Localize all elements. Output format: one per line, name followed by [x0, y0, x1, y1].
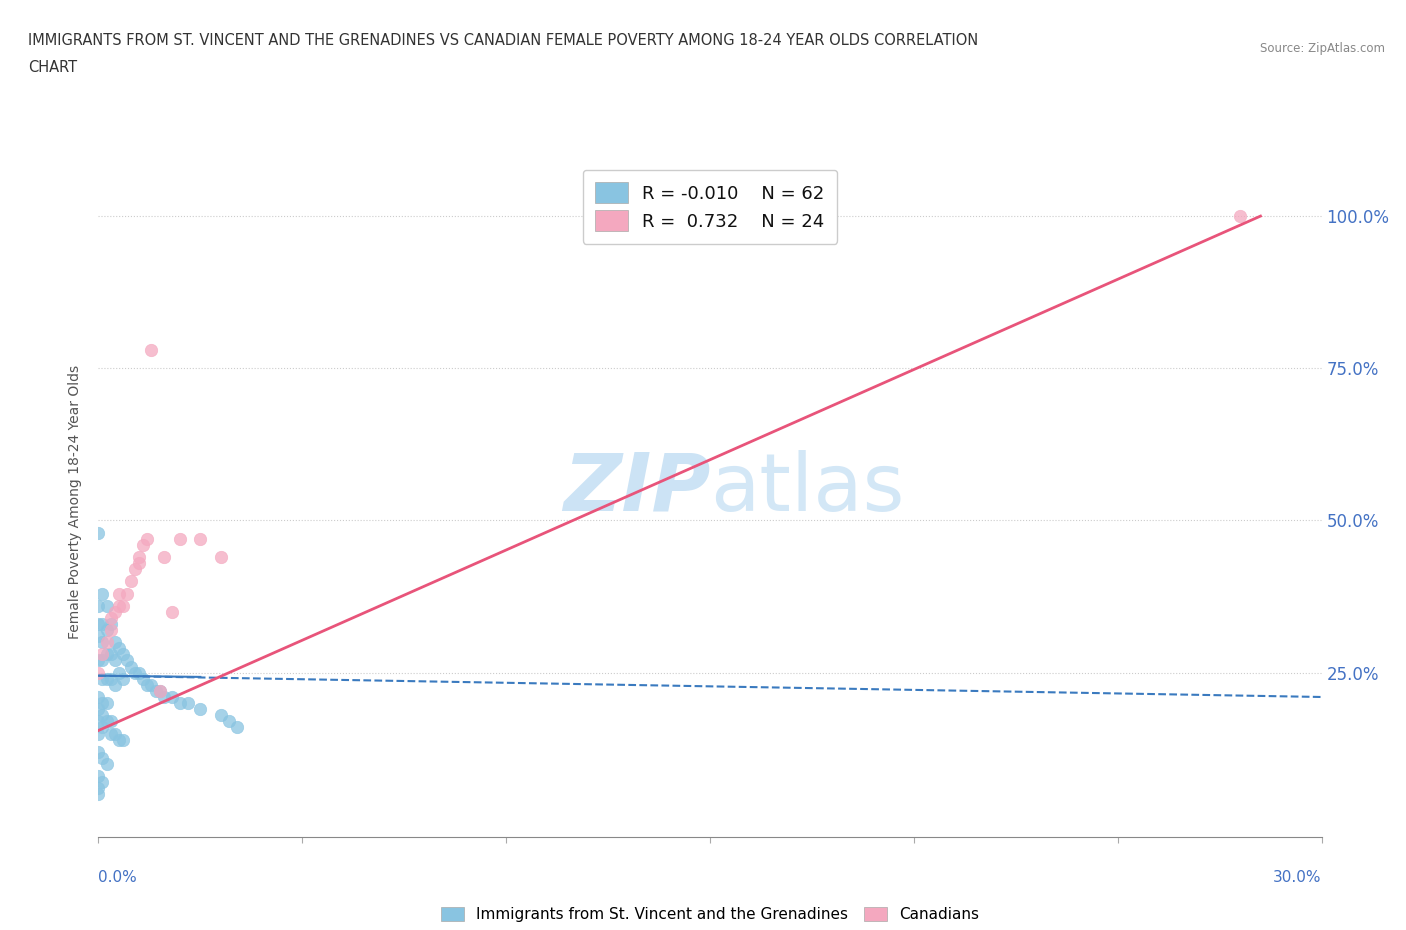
Text: atlas: atlas — [710, 450, 904, 528]
Point — [136, 677, 159, 692]
Point — [160, 689, 183, 704]
Point — [91, 775, 114, 790]
Point — [209, 708, 232, 723]
Point — [111, 732, 134, 747]
Point — [115, 586, 138, 601]
Point — [96, 714, 118, 729]
Point — [100, 617, 122, 631]
Point — [87, 781, 110, 796]
Point — [91, 647, 114, 662]
Point — [108, 732, 131, 747]
Point — [87, 714, 110, 729]
Y-axis label: Female Poverty Among 18-24 Year Olds: Female Poverty Among 18-24 Year Olds — [69, 365, 83, 639]
Point — [96, 622, 118, 637]
Point — [104, 604, 127, 619]
Text: IMMIGRANTS FROM ST. VINCENT AND THE GRENADINES VS CANADIAN FEMALE POVERTY AMONG : IMMIGRANTS FROM ST. VINCENT AND THE GREN… — [28, 33, 979, 47]
Point — [128, 665, 150, 680]
Point — [87, 787, 110, 802]
Point — [87, 629, 110, 644]
Point — [141, 342, 163, 357]
Text: CHART: CHART — [28, 60, 77, 75]
Text: 30.0%: 30.0% — [1274, 870, 1322, 884]
Point — [149, 684, 172, 698]
Point — [169, 696, 191, 711]
Point — [87, 665, 110, 680]
Point — [87, 726, 110, 741]
Point — [91, 586, 114, 601]
Point — [100, 671, 122, 686]
Point — [1229, 208, 1251, 223]
Point — [111, 598, 134, 613]
Point — [132, 538, 155, 552]
Point — [136, 531, 159, 546]
Point — [91, 617, 114, 631]
Point — [152, 689, 174, 704]
Point — [124, 562, 146, 577]
Point — [87, 653, 110, 668]
Point — [91, 635, 114, 650]
Point — [96, 647, 118, 662]
Point — [91, 751, 114, 765]
Point — [104, 677, 127, 692]
Point — [100, 622, 122, 637]
Point — [128, 550, 150, 565]
Point — [91, 696, 114, 711]
Point — [188, 702, 212, 717]
Point — [91, 671, 114, 686]
Point — [100, 610, 122, 625]
Point — [96, 598, 118, 613]
Point — [96, 696, 118, 711]
Point — [152, 550, 174, 565]
Point — [100, 726, 122, 741]
Point — [149, 684, 172, 698]
Point — [209, 550, 232, 565]
Point — [87, 702, 110, 717]
Point — [104, 635, 127, 650]
Point — [96, 635, 118, 650]
Point — [108, 586, 131, 601]
Point — [108, 641, 131, 656]
Point — [108, 665, 131, 680]
Point — [218, 714, 240, 729]
Point — [160, 604, 183, 619]
Point — [96, 756, 118, 771]
Point — [188, 531, 212, 546]
Point — [87, 598, 110, 613]
Point — [120, 574, 142, 589]
Point — [145, 684, 167, 698]
Point — [91, 653, 114, 668]
Point — [91, 708, 114, 723]
Point — [111, 671, 134, 686]
Point — [104, 726, 127, 741]
Point — [120, 659, 142, 674]
Text: 0.0%: 0.0% — [98, 870, 138, 884]
Point — [169, 531, 191, 546]
Point — [177, 696, 200, 711]
Text: ZIP: ZIP — [562, 450, 710, 528]
Point — [87, 769, 110, 784]
Point — [87, 689, 110, 704]
Text: Source: ZipAtlas.com: Source: ZipAtlas.com — [1260, 42, 1385, 55]
Point — [91, 720, 114, 735]
Legend: Immigrants from St. Vincent and the Grenadines, Canadians: Immigrants from St. Vincent and the Gren… — [433, 899, 987, 930]
Point — [132, 671, 155, 686]
Point — [128, 555, 150, 570]
Point — [104, 653, 127, 668]
Point — [115, 653, 138, 668]
Point — [226, 720, 249, 735]
Point — [108, 598, 131, 613]
Point — [100, 647, 122, 662]
Point — [87, 525, 110, 540]
Point — [141, 677, 163, 692]
Point — [87, 744, 110, 759]
Point — [96, 671, 118, 686]
Point — [87, 617, 110, 631]
Point — [111, 647, 134, 662]
Point — [124, 665, 146, 680]
Point — [100, 714, 122, 729]
